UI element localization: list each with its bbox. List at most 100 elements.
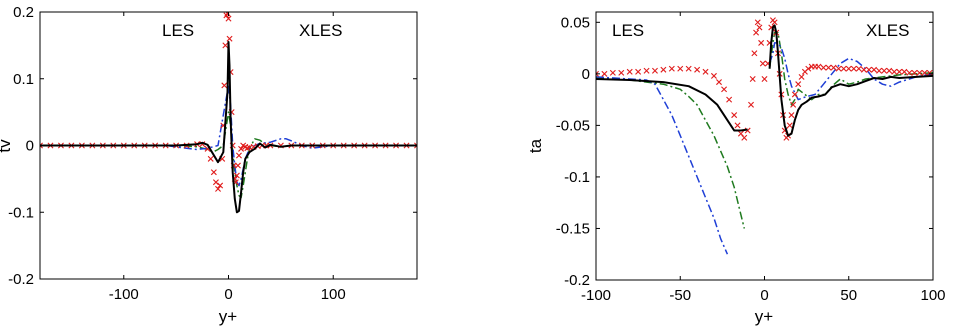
right-series-3-point — [758, 39, 765, 46]
left-y-tick-label: -0.1 — [8, 204, 34, 221]
right-x-tick-label: 100 — [920, 287, 945, 304]
right-series-3-point — [791, 91, 798, 98]
right-series-3-point — [618, 69, 625, 76]
right-series-3-point — [865, 66, 872, 73]
left-y-axis-label: tv — [0, 139, 14, 153]
right-plot-frame — [595, 11, 934, 281]
right-x-tick-label: -50 — [669, 287, 691, 304]
left-series-3-point — [235, 152, 242, 159]
right-series-3-point — [756, 24, 763, 31]
left-y-tick-label: -0.2 — [8, 271, 34, 288]
panel-right: -100 -50 0 50 100 -0.2 -0.15 -0.1 -0.05 0 0.05 LES… — [526, 11, 946, 326]
right-series-3-point — [635, 68, 642, 75]
right-x-tick-label: 50 — [840, 287, 857, 304]
right-series-3-point — [805, 65, 812, 72]
left-series-2-line — [40, 84, 417, 187]
right-series-3-point — [726, 96, 733, 103]
left-series-3-point — [40, 142, 43, 149]
right-series-3-point — [716, 79, 722, 86]
right-series-3-point — [835, 65, 842, 72]
right-series-3-point — [741, 134, 748, 141]
right-y-tick-label: 0 — [582, 66, 590, 83]
right-series-3-point — [911, 69, 918, 76]
right-series-3-point — [771, 19, 778, 26]
right-annotation-xles: XLES — [866, 21, 909, 40]
right-series-3-point — [795, 81, 802, 88]
right-series-0-line-seg0 — [596, 78, 748, 132]
left-series-3-point — [222, 42, 229, 49]
right-plot-series — [596, 17, 933, 255]
left-series-3-point — [207, 155, 214, 162]
left-x-tick-label: 0 — [224, 286, 232, 303]
left-series-0-line — [40, 41, 417, 214]
left-series-3-point — [414, 142, 417, 149]
right-series-3-point — [748, 101, 755, 108]
right-series-3-point — [901, 68, 908, 75]
right-series-2-line-seg1 — [768, 42, 933, 101]
right-series-3-point — [906, 69, 913, 76]
right-series-3-point — [860, 66, 867, 73]
right-series-3-point — [820, 64, 827, 71]
left-y-tick-label: 0 — [26, 138, 34, 155]
right-series-3-point — [651, 67, 658, 74]
left-plot-series — [40, 12, 417, 214]
right-series-3-point — [694, 66, 701, 73]
right-series-3-point — [749, 76, 756, 82]
left-series-3-point — [221, 82, 228, 89]
right-series-2-line-seg0 — [596, 76, 729, 255]
left-annotation-les: LES — [162, 21, 194, 40]
right-series-3-point — [660, 66, 667, 73]
right-series-3-point — [871, 66, 878, 73]
right-series-3-point — [886, 67, 893, 74]
left-x-tick-label: -100 — [109, 286, 139, 303]
left-x-tick-label: 100 — [321, 286, 346, 303]
right-series-3-point — [840, 65, 847, 72]
left-series-3-point — [234, 162, 241, 169]
left-series-1-line — [40, 111, 417, 199]
right-series-3-point — [926, 69, 933, 76]
right-series-3-point — [825, 64, 832, 71]
right-series-3-point — [753, 29, 760, 36]
right-series-3-point — [916, 69, 923, 76]
left-series-3-point — [233, 172, 240, 179]
right-series-3-point — [830, 64, 837, 71]
left-series-3-point — [215, 185, 222, 192]
right-series-3-point — [731, 112, 738, 119]
right-x-tick-label: -100 — [581, 287, 611, 304]
right-y-tick-label: -0.1 — [564, 169, 590, 186]
right-series-0-line-seg1 — [768, 24, 933, 137]
right-series-3-point — [601, 70, 608, 77]
right-series-3-point — [721, 86, 728, 93]
right-series-3-point — [876, 67, 883, 74]
right-series-3-point — [668, 65, 675, 72]
left-y-tick-label: 0.1 — [13, 71, 34, 88]
right-series-3-point — [609, 69, 616, 76]
right-series-3-point — [786, 122, 793, 129]
left-x-axis-label: y+ — [219, 307, 238, 326]
right-series-3-point — [891, 68, 898, 75]
right-series-3-point — [677, 65, 684, 72]
right-y-tick-label: -0.05 — [556, 117, 590, 134]
panel-left: -100 0 100 -0.2 -0.1 0 0.1 0.2 LES XLES y+ tv — [0, 4, 418, 326]
right-series-3-point — [790, 101, 797, 108]
right-series-3-point — [845, 65, 852, 72]
right-series-3-point — [643, 67, 650, 74]
right-axis-ticks: -100 -50 0 50 100 -0.2 -0.15 -0.1 -0.05 0 0.05 — [556, 12, 946, 304]
right-series-3-point — [855, 65, 862, 72]
left-annotation-xles: XLES — [299, 21, 342, 40]
right-y-tick-label: 0.05 — [561, 14, 590, 31]
left-series-3-point — [225, 15, 232, 22]
left-series-3-point — [238, 145, 245, 152]
right-annotation-les: LES — [612, 21, 644, 40]
right-series-3-point — [596, 70, 599, 77]
left-y-tick-label: 0.2 — [13, 4, 34, 21]
right-series-3-point — [850, 65, 857, 72]
right-series-3-point — [788, 112, 795, 119]
right-series-3-point — [896, 68, 903, 75]
right-series-3-point — [702, 68, 709, 75]
left-series-3-point — [217, 182, 224, 189]
right-series-3-point — [710, 72, 717, 79]
right-series-3-point — [921, 69, 928, 76]
left-series-3-point — [224, 12, 231, 17]
